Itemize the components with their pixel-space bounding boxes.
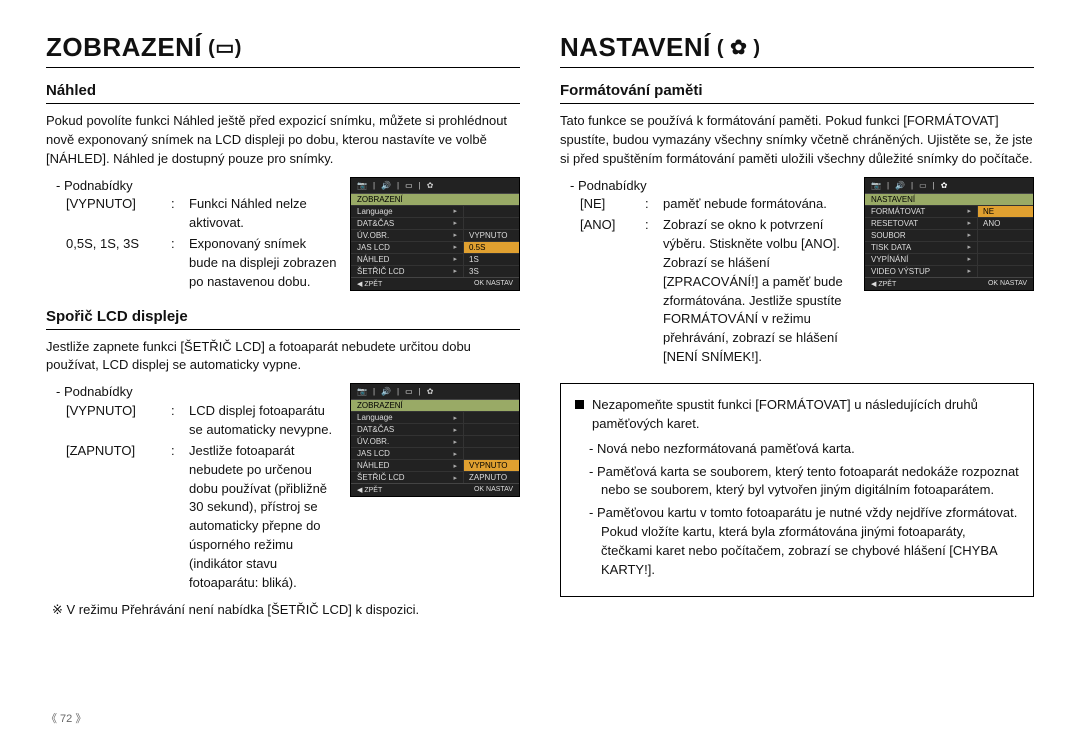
para-nahled: Pokud povolíte funkci Náhled ještě před …	[46, 112, 520, 169]
display-icon: (▭)	[208, 35, 242, 60]
section-heading-format: Formátování paměti	[560, 82, 1034, 104]
bullet-square-icon	[575, 400, 584, 409]
def-row: [VYPNUTO]: Funkci Náhled nelze aktivovat…	[66, 195, 338, 233]
menu-row: JAS LCD▸0.5S	[351, 241, 519, 253]
menu-row: JAS LCD▸	[351, 447, 519, 459]
notice-item: Paměťovou kartu v tomto fotoaparátu je n…	[589, 504, 1019, 579]
def-row: [ANO]: Zobrazí se okno k potvrzení výběr…	[580, 216, 852, 367]
submenu-label: Podnabídky	[56, 177, 338, 196]
menu-row: TISK DATA▸	[865, 241, 1033, 253]
notice-box: Nezapomeňte spustit funkci [FORMÁTOVAT] …	[560, 383, 1034, 597]
title-text: NASTAVENÍ	[560, 32, 711, 63]
menu-row: ÚV.OBR.▸	[351, 435, 519, 447]
menu-row: SOUBOR▸	[865, 229, 1033, 241]
notice-lead: Nezapomeňte spustit funkci [FORMÁTOVAT] …	[592, 396, 1019, 434]
display-icon: ▭	[405, 181, 413, 190]
defs-sporic: Podnabídky [VYPNUTO]: LCD displej fotoap…	[46, 383, 338, 594]
camera-icon: 📷	[357, 387, 367, 396]
def-row: 0,5S, 1S, 3S: Exponovaný snímek bude na …	[66, 235, 338, 292]
gear-icon: ( ✿ )	[717, 35, 761, 60]
camera-menu-format: 📷| 🔊| ▭| ✿ NASTAVENÍ FORMÁTOVAT▸NERESETO…	[864, 177, 1034, 291]
camera-icon: 📷	[357, 181, 367, 190]
page-number: 《 72 》	[46, 710, 86, 726]
camera-menu-nahled: 📷| 🔊| ▭| ✿ ZOBRAZENÍ Language▸DAT&ČAS▸ÚV…	[350, 177, 520, 291]
menu-row: Language▸	[351, 411, 519, 423]
def-row: [NE]: paměť nebude formátována.	[580, 195, 852, 214]
left-column: ZOBRAZENÍ (▭) Náhled Pokud povolíte funk…	[46, 32, 520, 726]
def-row: [ZAPNUTO]: Jestliže fotoaparát nebudete …	[66, 442, 338, 593]
menu-row: ŠETŘIČ LCD▸3S	[351, 265, 519, 277]
page-title-right: NASTAVENÍ ( ✿ )	[560, 32, 1034, 68]
section-heading-sporic: Spořič LCD displeje	[46, 308, 520, 330]
para-format: Tato funkce se používá k formátování pam…	[560, 112, 1034, 169]
menu-row: Language▸	[351, 205, 519, 217]
submenu-label: Podnabídky	[570, 177, 852, 196]
menu-row: NÁHLED▸VYPNUTO	[351, 459, 519, 471]
defs-nahled: Podnabídky [VYPNUTO]: Funkci Náhled nelz…	[46, 177, 338, 294]
notice-item: Nová nebo nezformátovaná paměťová karta.	[589, 440, 1019, 459]
notice-item: Paměťová karta se souborem, který tento …	[589, 463, 1019, 501]
submenu-label: Podnabídky	[56, 383, 338, 402]
menu-row: NÁHLED▸1S	[351, 253, 519, 265]
display-icon: ▭	[405, 387, 413, 396]
display-icon: ▭	[919, 181, 927, 190]
right-column: NASTAVENÍ ( ✿ ) Formátování paměti Tato …	[560, 32, 1034, 726]
menu-row: ÚV.OBR.▸VYPNUTO	[351, 229, 519, 241]
menu-row: VIDEO VÝSTUP▸	[865, 265, 1033, 277]
section-heading-nahled: Náhled	[46, 82, 520, 104]
gear-icon: ✿	[941, 181, 948, 190]
defs-format: Podnabídky [NE]: paměť nebude formátován…	[560, 177, 852, 369]
sound-icon: 🔊	[895, 181, 905, 190]
gear-icon: ✿	[427, 181, 434, 190]
para-sporic: Jestliže zapnete funkci [ŠETŘIČ LCD] a f…	[46, 338, 520, 376]
menu-row: DAT&ČAS▸	[351, 423, 519, 435]
page-title-left: ZOBRAZENÍ (▭)	[46, 32, 520, 68]
menu-row: RESETOVAT▸ANO	[865, 217, 1033, 229]
def-row: [VYPNUTO]: LCD displej fotoaparátu se au…	[66, 402, 338, 440]
menu-row: ŠETŘIČ LCD▸ZAPNUTO	[351, 471, 519, 483]
sound-icon: 🔊	[381, 181, 391, 190]
gear-icon: ✿	[427, 387, 434, 396]
menu-row: DAT&ČAS▸	[351, 217, 519, 229]
title-text: ZOBRAZENÍ	[46, 32, 202, 63]
camera-menu-sporic: 📷| 🔊| ▭| ✿ ZOBRAZENÍ Language▸DAT&ČAS▸ÚV…	[350, 383, 520, 497]
footnote-sporic: V režimu Přehrávání není nabídka [ŠETŘIČ…	[46, 601, 520, 620]
camera-icon: 📷	[871, 181, 881, 190]
sound-icon: 🔊	[381, 387, 391, 396]
menu-row: FORMÁTOVAT▸NE	[865, 205, 1033, 217]
menu-row: VYPÍNÁNÍ▸	[865, 253, 1033, 265]
